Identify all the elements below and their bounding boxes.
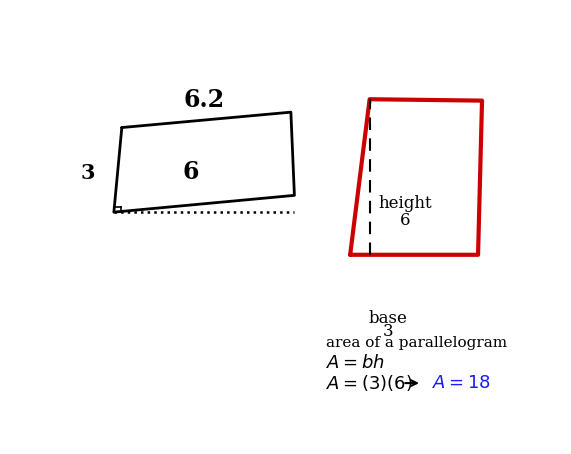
Text: 3: 3 [81, 163, 95, 183]
Text: 6.2: 6.2 [183, 88, 225, 112]
Text: 3: 3 [383, 323, 393, 340]
Text: $A = 18$: $A = 18$ [432, 374, 491, 392]
Text: height: height [379, 195, 432, 212]
Text: $A = (3)(6)$: $A = (3)(6)$ [326, 373, 413, 393]
Text: 6: 6 [183, 160, 199, 183]
Text: area of a parallelogram: area of a parallelogram [326, 336, 507, 350]
Text: $A = bh$: $A = bh$ [326, 354, 385, 372]
Text: base: base [368, 310, 407, 327]
Text: 6: 6 [400, 212, 411, 229]
